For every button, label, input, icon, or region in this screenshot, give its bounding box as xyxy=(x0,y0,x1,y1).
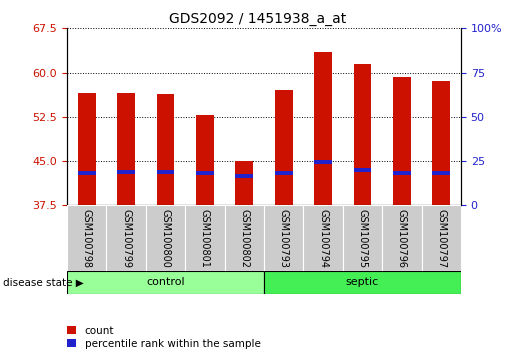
Bar xyxy=(422,205,461,271)
Bar xyxy=(107,205,146,271)
Text: GSM100800: GSM100800 xyxy=(161,209,170,268)
Bar xyxy=(196,171,214,175)
Text: GSM100798: GSM100798 xyxy=(82,209,92,268)
Text: GSM100793: GSM100793 xyxy=(279,209,288,268)
Text: control: control xyxy=(146,277,185,287)
Text: GSM100802: GSM100802 xyxy=(239,209,249,268)
Bar xyxy=(314,160,332,164)
Text: GSM100801: GSM100801 xyxy=(200,209,210,268)
Bar xyxy=(78,93,95,205)
Text: GSM100799: GSM100799 xyxy=(121,209,131,268)
Bar xyxy=(146,205,185,271)
Bar xyxy=(433,171,450,175)
Bar xyxy=(225,205,264,271)
Bar xyxy=(67,271,264,294)
Bar xyxy=(157,170,174,173)
Bar xyxy=(117,170,135,173)
Bar xyxy=(196,115,214,205)
Bar xyxy=(382,205,421,271)
Text: GSM100796: GSM100796 xyxy=(397,209,407,268)
Bar xyxy=(157,95,174,205)
Bar xyxy=(314,52,332,205)
Bar xyxy=(185,205,225,271)
Text: GSM100795: GSM100795 xyxy=(357,209,367,268)
Text: GSM100797: GSM100797 xyxy=(436,209,446,268)
Bar xyxy=(275,171,293,175)
Text: septic: septic xyxy=(346,277,379,287)
Bar xyxy=(264,271,461,294)
Bar xyxy=(393,77,410,205)
Bar xyxy=(354,64,371,205)
Bar xyxy=(343,205,382,271)
Bar xyxy=(67,205,107,271)
Legend: count, percentile rank within the sample: count, percentile rank within the sample xyxy=(67,326,261,349)
Bar xyxy=(303,205,343,271)
Bar xyxy=(78,171,95,175)
Bar xyxy=(264,205,303,271)
Bar xyxy=(433,81,450,205)
Bar xyxy=(235,161,253,205)
Bar xyxy=(393,171,410,175)
Bar xyxy=(354,168,371,172)
Bar xyxy=(275,90,293,205)
Bar xyxy=(235,174,253,178)
Text: GSM100794: GSM100794 xyxy=(318,209,328,268)
Text: GDS2092 / 1451938_a_at: GDS2092 / 1451938_a_at xyxy=(169,12,346,27)
Text: disease state ▶: disease state ▶ xyxy=(3,277,83,287)
Bar xyxy=(117,93,135,205)
